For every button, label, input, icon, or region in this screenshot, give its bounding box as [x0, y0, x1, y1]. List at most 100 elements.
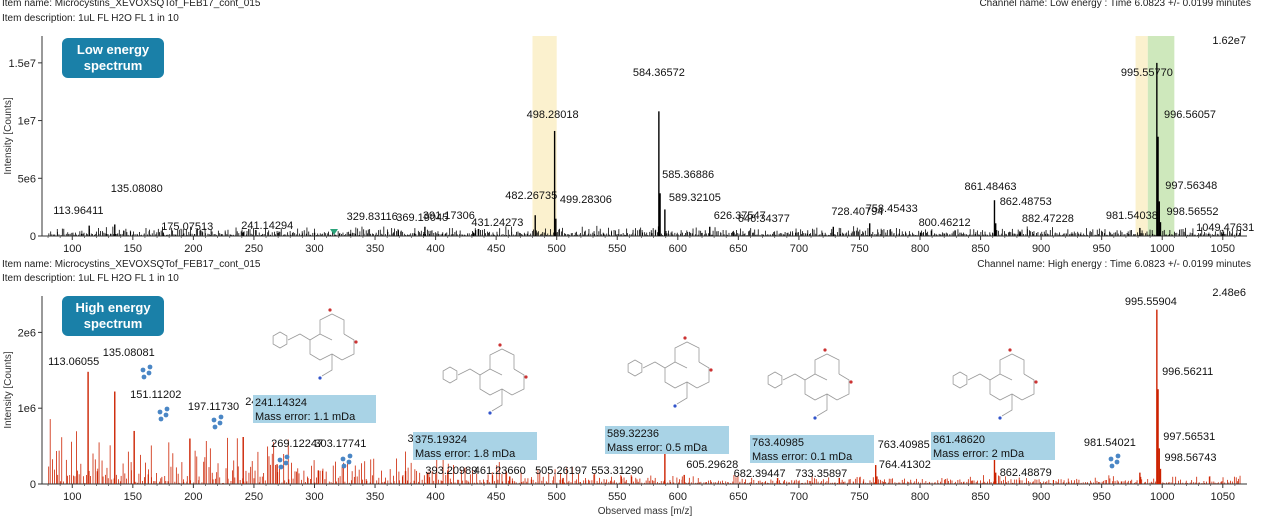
peak-label: 758.45433	[866, 203, 918, 215]
low-item-description: Item description: 1uL FL H2O FL 1 in 10	[2, 13, 179, 24]
annotation-mass-error: Mass error: 2 mDa	[933, 448, 1025, 460]
peak-label: 498.28018	[527, 109, 579, 121]
x-tick-label: 650	[729, 243, 747, 255]
peak-label: 800.46212	[919, 217, 971, 229]
x-tick-label: 1050	[1211, 243, 1235, 255]
x-tick-label: 250	[245, 243, 263, 255]
peak-label: 113.06055	[48, 356, 99, 368]
x-tick-label: 700	[790, 491, 808, 503]
peak-label: 135.08080	[111, 183, 163, 195]
low-badge-line2: spectrum	[84, 58, 143, 73]
x-tick-label: 750	[850, 243, 868, 255]
x-tick-label: 600	[669, 243, 687, 255]
peak-label: 882.47228	[1022, 213, 1074, 225]
x-tick-label: 250	[245, 491, 263, 503]
x-tick-label: 350	[366, 243, 384, 255]
structure-sketch	[952, 348, 1038, 420]
high-item-description: Item description: 1uL FL H2O FL 1 in 10	[2, 273, 179, 284]
peak-label: 505.26197	[535, 465, 587, 477]
x-tick-label: 550	[608, 243, 626, 255]
peak-label: 585.36886	[662, 169, 714, 181]
x-tick-label: 350	[366, 491, 384, 503]
peak-label: 998.56743	[1164, 452, 1216, 464]
fragment-icons	[140, 364, 1121, 470]
low-noise-peaks	[48, 225, 1241, 236]
y-tick-label: 2e6	[18, 327, 36, 339]
mass-error-box	[750, 435, 874, 463]
x-tick-label: 450	[487, 491, 505, 503]
mass-error-box	[413, 432, 537, 460]
peak-label: 499.28306	[560, 194, 612, 206]
x-tick-label: 950	[1092, 243, 1110, 255]
peak-label: 391.17306	[423, 210, 475, 222]
peak-label: 997.56531	[1163, 431, 1215, 443]
peak-label: 605.29628	[686, 459, 738, 471]
annotation-mz: 763.40985	[752, 437, 804, 449]
peak-label: 728.40794	[831, 206, 883, 218]
low-badge-line1: Low energy	[77, 42, 150, 57]
peak-label: 269.12247	[271, 438, 323, 450]
peak-label: 1049.47631	[1196, 222, 1254, 234]
peak-label: 431.24273	[471, 217, 523, 229]
peak-label: 733.35897	[795, 468, 847, 480]
annotation-mass-error: Mass error: 1.1 mDa	[255, 411, 356, 423]
y-tick-label: 1.5e7	[8, 58, 36, 70]
peak-label: 369.19045	[396, 212, 448, 224]
x-tick-label: 300	[305, 491, 323, 503]
x-tick-label: 100	[63, 491, 81, 503]
peak-label: 113.96411	[53, 205, 103, 217]
x-tick-label: 650	[729, 491, 747, 503]
fragment-cluster-icon	[277, 454, 290, 470]
fragment-cluster-icon	[1108, 453, 1121, 469]
peak-label: 862.48753	[1000, 196, 1052, 208]
highlight-band	[1147, 36, 1175, 236]
x-tick-label: 850	[971, 491, 989, 503]
annotation-mz: 241.14324	[255, 397, 307, 409]
peak-label: 862.48879	[1000, 467, 1052, 479]
structure-drawings	[272, 308, 1038, 420]
x-tick-label: 950	[1092, 491, 1110, 503]
x-tick-label: 550	[608, 491, 626, 503]
high-axes	[41, 296, 1247, 485]
low-max-intensity: 1.62e7	[1212, 35, 1246, 47]
mass-error-box	[605, 426, 729, 454]
low-badge-bg	[62, 38, 164, 78]
high-badge: High energy spectrum	[62, 296, 164, 336]
x-tick-label: 400	[426, 243, 444, 255]
peak-label: 584.36572	[633, 67, 685, 79]
structure-sketch	[627, 336, 713, 408]
annotation-mass-error: Mass error: 0.5 mDa	[607, 442, 708, 454]
peak-label: 175.07513	[161, 221, 213, 233]
x-tick-label: 200	[184, 491, 202, 503]
peak-label: 995.55904	[1125, 296, 1177, 308]
mass-error-box	[931, 432, 1055, 460]
mass-error-annotations: 241.14324 Mass error: 1.1 mDa 375.19324 Mas…	[253, 395, 1055, 463]
x-tick-label: 1000	[1150, 491, 1174, 503]
x-tick-label: 1000	[1150, 243, 1174, 255]
annotation-mz: 375.19324	[415, 434, 467, 446]
x-tick-label: 300	[305, 243, 323, 255]
low-item-name: Item name: Microcystins_XEVOXSQTof_FEB17…	[2, 0, 261, 9]
peak-label: 329.83116	[347, 211, 398, 223]
high-item-name: Item name: Microcystins_XEVOXSQTof_FEB17…	[2, 259, 261, 270]
peak-label: 996.56211	[1162, 366, 1213, 378]
peak-label: 764.41302	[879, 459, 931, 471]
fragment-cluster-icon	[157, 406, 170, 422]
fragment-cluster-icon	[211, 414, 224, 430]
high-channel-name: Channel name: High energy : Time 6.0823 …	[977, 259, 1251, 270]
y-tick-label: 0	[30, 479, 36, 491]
y-tick-label: 5e6	[18, 173, 36, 185]
x-tick-label: 150	[124, 491, 142, 503]
peak-label: 482.26735	[505, 190, 557, 202]
peak-label: 135.08081	[103, 347, 155, 359]
peak-label: 626.37547	[714, 210, 766, 222]
peak-label: 589.32105	[669, 192, 721, 204]
annotation-mass-error: Mass error: 1.8 mDa	[415, 448, 516, 460]
x-tick-label: 450	[487, 243, 505, 255]
peak-label: 461.23660	[474, 465, 526, 477]
x-tick-label: 750	[850, 491, 868, 503]
x-tick-label: 200	[184, 243, 202, 255]
annotation-mz: 589.32236	[607, 428, 659, 440]
high-y-axis-label: Intensity [Counts]	[3, 351, 14, 428]
